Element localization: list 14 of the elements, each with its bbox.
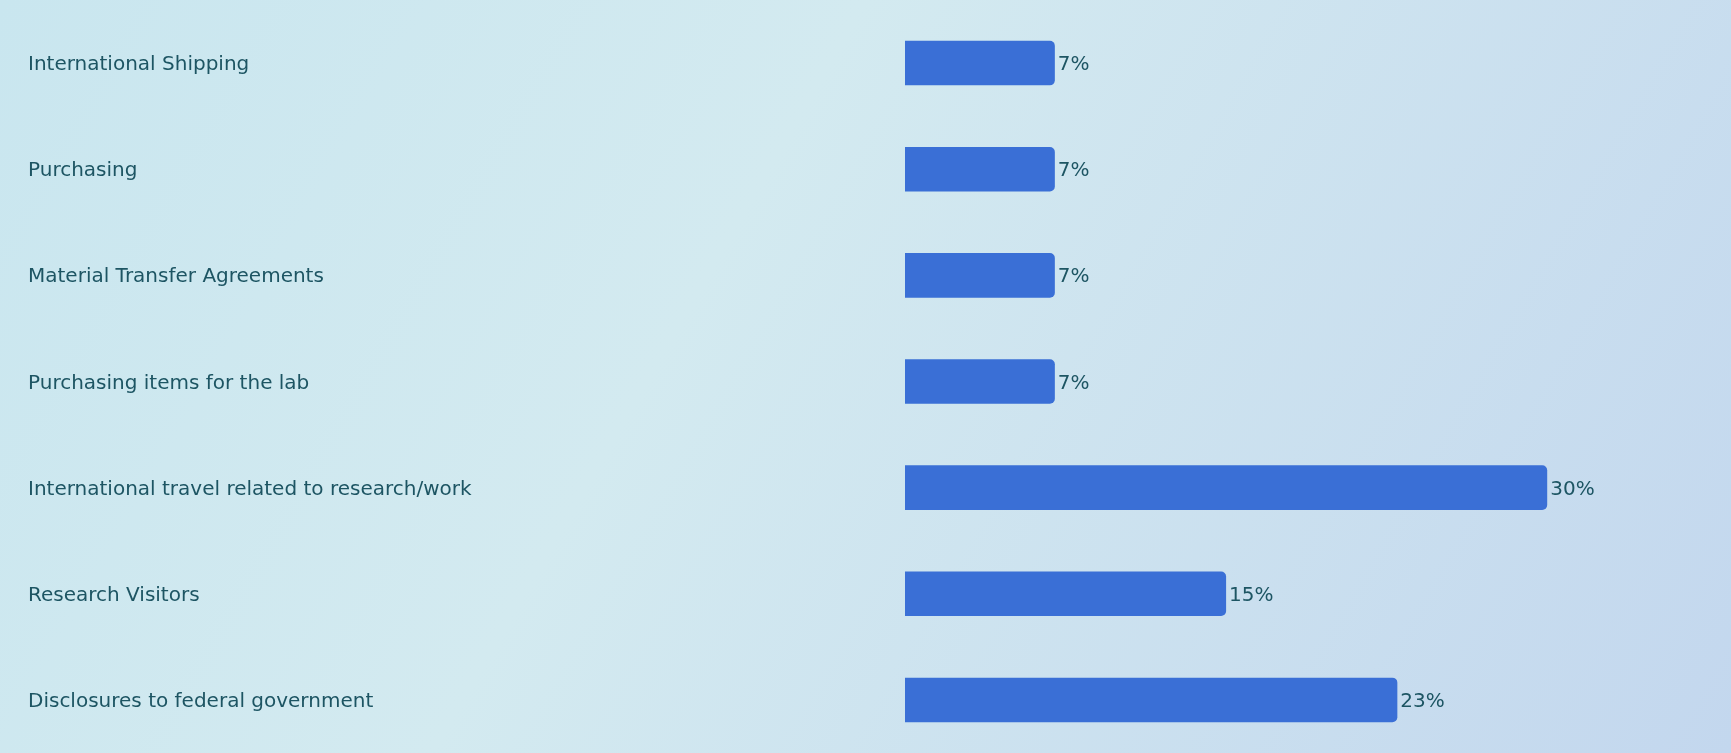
data-label: 23% (1400, 687, 1445, 712)
y-tick-label: Purchasing (28, 157, 138, 181)
data-label: 30% (1550, 475, 1595, 500)
y-tick-label: International Shipping (28, 51, 250, 75)
data-label: 7% (1057, 51, 1090, 76)
y-tick-label: Disclosures to federal government (28, 688, 374, 712)
y-tick-label: Material Transfer Agreements (28, 263, 324, 287)
y-tick-label: Purchasing items for the lab (28, 370, 310, 394)
data-label: 15% (1229, 581, 1274, 606)
y-tick-label: International travel related to research/work (28, 476, 472, 500)
data-label: 7% (1057, 157, 1090, 182)
data-label: 7% (1057, 369, 1090, 394)
y-tick-label: Research Visitors (28, 582, 200, 606)
data-label: 7% (1057, 263, 1090, 288)
